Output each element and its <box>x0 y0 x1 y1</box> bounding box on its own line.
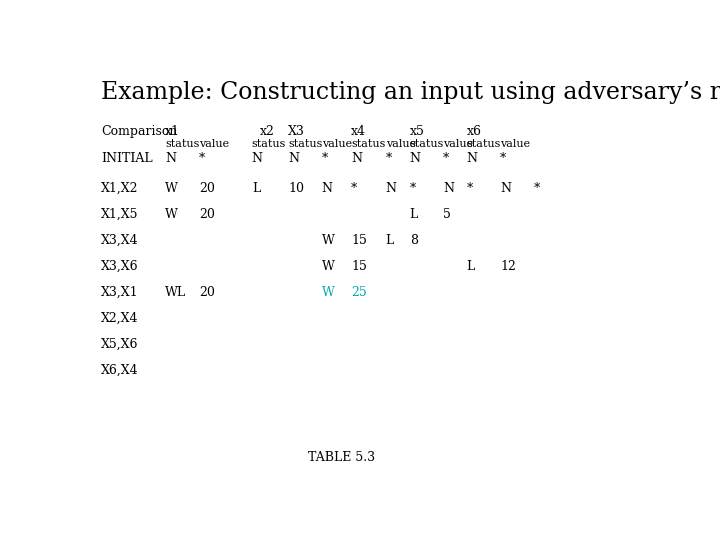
Text: 20: 20 <box>199 182 215 195</box>
Text: L: L <box>467 260 475 273</box>
Text: status: status <box>410 139 444 149</box>
Text: x5: x5 <box>410 125 425 138</box>
Text: W: W <box>322 286 335 299</box>
Text: value: value <box>199 139 229 149</box>
Text: W: W <box>322 260 335 273</box>
Text: 12: 12 <box>500 260 516 273</box>
Text: X3,X1: X3,X1 <box>101 286 139 299</box>
Text: INITIAL: INITIAL <box>101 152 153 165</box>
Text: N: N <box>166 152 176 165</box>
Text: *: * <box>386 152 392 165</box>
Text: L: L <box>410 208 418 221</box>
Text: X1,X5: X1,X5 <box>101 208 139 221</box>
Text: W: W <box>166 182 179 195</box>
Text: N: N <box>386 182 397 195</box>
Text: x1: x1 <box>166 125 180 138</box>
Text: N: N <box>351 152 362 165</box>
Text: N: N <box>322 182 333 195</box>
Text: 25: 25 <box>351 286 367 299</box>
Text: status: status <box>288 139 323 149</box>
Text: L: L <box>386 234 394 247</box>
Text: L: L <box>252 182 260 195</box>
Text: 15: 15 <box>351 234 367 247</box>
Text: TABLE 5.3: TABLE 5.3 <box>307 451 374 464</box>
Text: 5: 5 <box>444 208 451 221</box>
Text: x4: x4 <box>351 125 366 138</box>
Text: X5,X6: X5,X6 <box>101 338 139 351</box>
Text: 8: 8 <box>410 234 418 247</box>
Text: N: N <box>500 182 511 195</box>
Text: value: value <box>500 139 530 149</box>
Text: W: W <box>322 234 335 247</box>
Text: status: status <box>252 139 286 149</box>
Text: Example: Constructing an input using adversary’s rules.: Example: Constructing an input using adv… <box>101 82 720 104</box>
Text: status: status <box>166 139 199 149</box>
Text: *: * <box>500 152 506 165</box>
Text: x2: x2 <box>260 125 275 138</box>
Text: status: status <box>351 139 385 149</box>
Text: value: value <box>444 139 473 149</box>
Text: N: N <box>444 182 454 195</box>
Text: 15: 15 <box>351 260 367 273</box>
Text: *: * <box>322 152 328 165</box>
Text: *: * <box>199 152 205 165</box>
Text: X3,X4: X3,X4 <box>101 234 139 247</box>
Text: 10: 10 <box>288 182 304 195</box>
Text: *: * <box>444 152 449 165</box>
Text: WL: WL <box>166 286 186 299</box>
Text: *: * <box>351 182 357 195</box>
Text: *: * <box>534 182 540 195</box>
Text: X1,X2: X1,X2 <box>101 182 139 195</box>
Text: value: value <box>322 139 351 149</box>
Text: N: N <box>410 152 420 165</box>
Text: W: W <box>166 208 179 221</box>
Text: X2,X4: X2,X4 <box>101 312 139 325</box>
Text: X6,X4: X6,X4 <box>101 364 139 377</box>
Text: *: * <box>467 182 473 195</box>
Text: Comparison: Comparison <box>101 125 178 138</box>
Text: X3: X3 <box>288 125 305 138</box>
Text: 20: 20 <box>199 208 215 221</box>
Text: X3,X6: X3,X6 <box>101 260 139 273</box>
Text: value: value <box>386 139 416 149</box>
Text: status: status <box>467 139 501 149</box>
Text: N: N <box>467 152 477 165</box>
Text: N: N <box>288 152 299 165</box>
Text: 20: 20 <box>199 286 215 299</box>
Text: N: N <box>252 152 263 165</box>
Text: x6: x6 <box>467 125 482 138</box>
Text: *: * <box>410 182 416 195</box>
